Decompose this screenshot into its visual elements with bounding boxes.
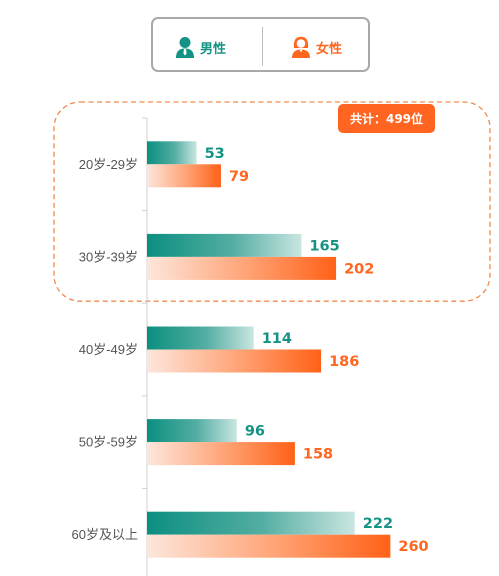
bar-female (147, 164, 221, 188)
female-user-icon (292, 36, 310, 58)
bar-female (147, 349, 322, 373)
legend-item-female: 女性 (291, 35, 342, 59)
category-label: 50岁-59岁 (79, 435, 138, 450)
bar-male (147, 233, 302, 257)
total-badge (338, 104, 435, 133)
data-label-male: 96 (245, 424, 265, 440)
bar-male (147, 141, 197, 165)
total-badge-text: 共计：499位 (350, 111, 423, 126)
bar-male (147, 326, 254, 350)
bar-female (147, 442, 295, 466)
male-user-icon (176, 37, 194, 58)
data-label-male: 165 (309, 238, 339, 254)
data-label-female: 260 (398, 539, 428, 555)
highlight-box (53, 101, 491, 302)
data-label-male: 222 (363, 516, 393, 532)
data-label-male: 53 (205, 146, 225, 162)
data-label-female: 186 (329, 354, 359, 370)
category-label: 40岁-49岁 (79, 342, 138, 357)
legend-label-male: 男性 (200, 40, 227, 56)
data-label-female: 158 (303, 447, 333, 463)
data-label-male: 114 (262, 331, 292, 347)
data-label-female: 79 (229, 169, 249, 185)
legend-label-female: 女性 (316, 40, 343, 56)
legend: 男性 女性 (151, 17, 370, 72)
bar-female (147, 256, 337, 280)
category-label: 20岁-29岁 (79, 157, 138, 172)
category-label: 30岁-39岁 (79, 249, 138, 264)
category-label: 60岁及以上 (72, 527, 138, 542)
legend-item-male: 男性 (175, 35, 226, 59)
data-label-female: 202 (344, 261, 374, 277)
bar-female (147, 534, 391, 558)
bar-male (147, 419, 237, 443)
bar-male (147, 511, 355, 535)
legend-divider (262, 27, 263, 66)
